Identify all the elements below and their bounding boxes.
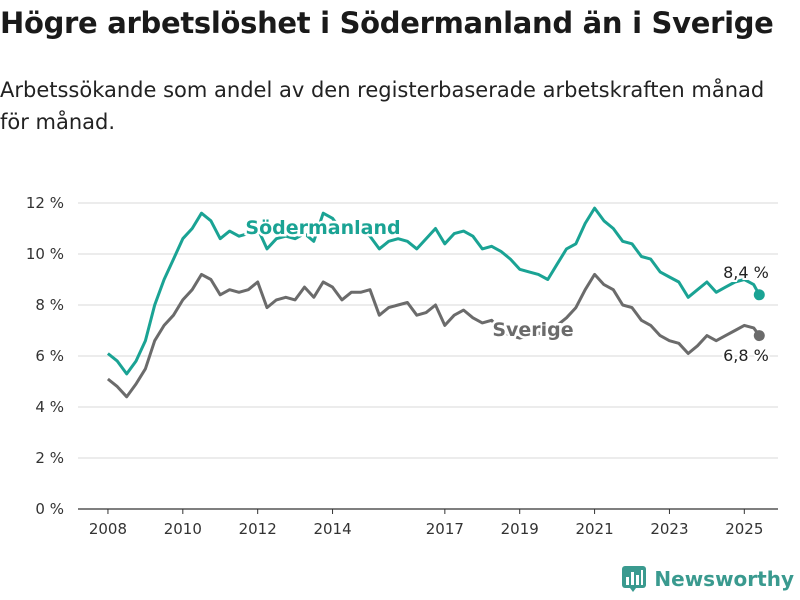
y-tick-label: 2 % <box>35 449 64 467</box>
chart-subtitle: Arbetssökande som andel av den registerb… <box>0 78 765 134</box>
x-tick-label: 2025 <box>725 520 763 538</box>
chart-title: Högre arbetslöshet i Södermanland än i S… <box>0 6 774 40</box>
x-tick-label: 2008 <box>89 520 127 538</box>
series-end-point <box>753 330 765 342</box>
y-tick-label: 12 % <box>26 194 64 212</box>
x-tick-label: 2012 <box>239 520 277 538</box>
end-value-label: 8,4 % <box>723 263 769 282</box>
series-line-södermanland <box>106 206 761 376</box>
x-tick-label: 2017 <box>426 520 464 538</box>
brand-logo[interactable]: Newsworthy <box>622 566 794 592</box>
end-value-label: 6,8 % <box>723 346 769 365</box>
x-tick-label: 2010 <box>164 520 202 538</box>
y-tick-label: 6 % <box>35 347 64 365</box>
y-tick-label: 4 % <box>35 398 64 416</box>
y-tick-label: 10 % <box>26 245 64 263</box>
x-tick-label: 2019 <box>501 520 539 538</box>
series-label-sodermanland: Södermanland <box>245 217 400 239</box>
y-tick-label: 8 % <box>35 296 64 314</box>
x-tick-label: 2014 <box>313 520 351 538</box>
bar-chart-logo-icon <box>622 566 647 592</box>
x-tick-label: 2023 <box>650 520 688 538</box>
series-end-point <box>753 289 765 301</box>
series-line-sverige <box>106 272 761 399</box>
series-label-sverige: Sverige <box>492 319 573 341</box>
brand-name: Newsworthy <box>654 567 794 591</box>
y-tick-label: 0 % <box>35 500 64 518</box>
x-tick-label: 2021 <box>575 520 613 538</box>
